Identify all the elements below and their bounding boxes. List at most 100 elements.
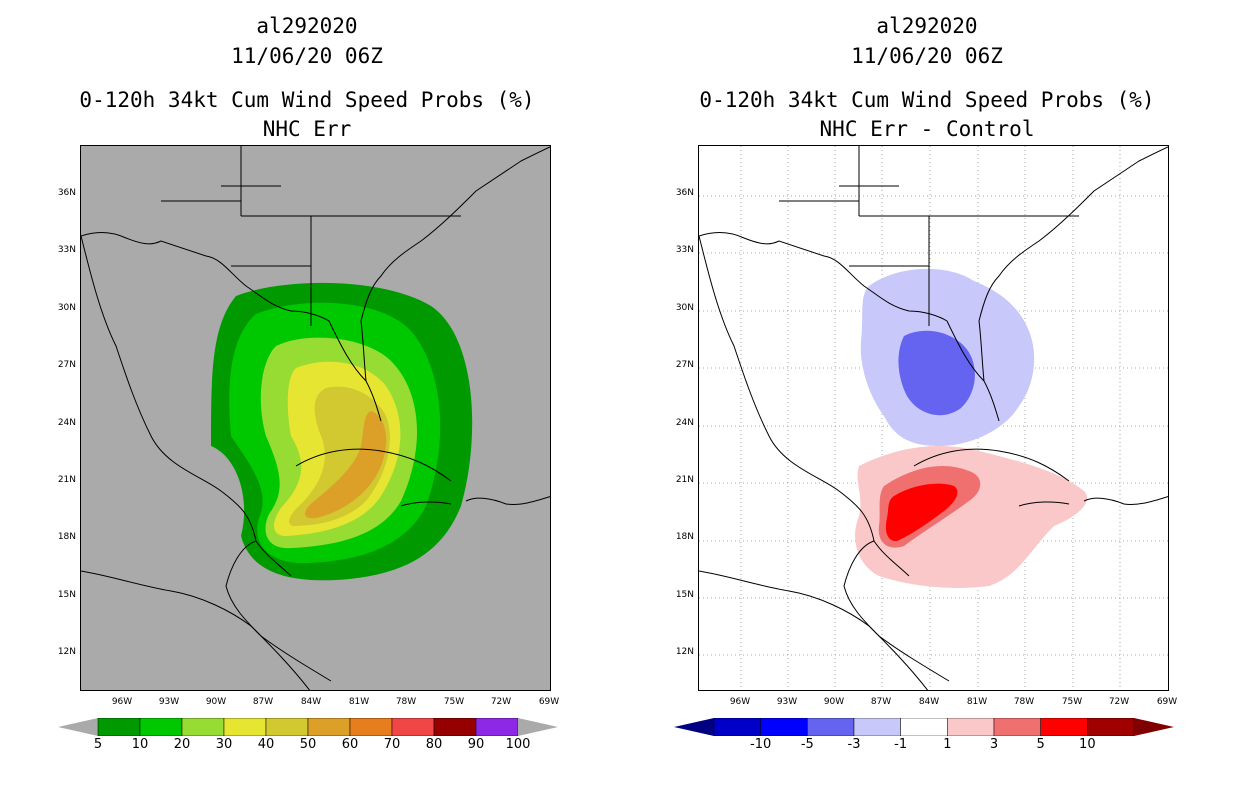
right-lon-label: 69W bbox=[1156, 697, 1178, 707]
pos-5-region bbox=[885, 483, 958, 542]
right-lon-label: 72W bbox=[1108, 697, 1130, 707]
left-colorbar-segment bbox=[223, 718, 267, 736]
left-colorbar-segment bbox=[391, 718, 435, 736]
right-colorbar-segment bbox=[1087, 718, 1135, 736]
left-lon-label: 75W bbox=[443, 697, 465, 707]
left-lat-label: 27N bbox=[57, 360, 76, 370]
right-lon-label: 78W bbox=[1013, 697, 1035, 707]
right-lat-label: 36N bbox=[675, 188, 694, 198]
right-colorbar-segment bbox=[993, 718, 1041, 736]
left-colorbar-label: 5 bbox=[93, 737, 103, 752]
right-colorbar-segment bbox=[807, 718, 855, 736]
right-map-svg bbox=[699, 146, 1168, 690]
left-colorbar bbox=[58, 718, 558, 736]
left-probability-contours bbox=[211, 282, 473, 581]
left-lon-label: 96W bbox=[111, 697, 133, 707]
left-map-svg bbox=[81, 146, 550, 690]
left-colorbar-segment bbox=[181, 718, 225, 736]
left-colorbar-label: 20 bbox=[173, 737, 191, 752]
left-lon-label: 78W bbox=[395, 697, 417, 707]
left-colorbar-left-arrow bbox=[58, 718, 98, 736]
right-lon-label: 90W bbox=[823, 697, 845, 707]
left-colorbar-label: 70 bbox=[383, 737, 401, 752]
left-lat-label: 24N bbox=[57, 418, 76, 428]
right-colorbar-segment bbox=[947, 718, 995, 736]
left-lat-label: 36N bbox=[57, 188, 76, 198]
right-colorbar-label: 3 bbox=[989, 737, 999, 752]
left-colorbar-label: 100 bbox=[505, 737, 531, 752]
left-colorbar-label: 10 bbox=[131, 737, 149, 752]
left-colorbar-right-arrow bbox=[518, 718, 558, 736]
left-lon-label: 72W bbox=[490, 697, 512, 707]
right-datetime: 11/06/20 06Z bbox=[851, 44, 1003, 68]
right-lon-label: 87W bbox=[870, 697, 892, 707]
left-subtitle: NHC Err bbox=[262, 117, 352, 141]
right-difference-contours bbox=[855, 268, 1088, 588]
left-colorbar-segment bbox=[307, 718, 351, 736]
contour-50 bbox=[305, 411, 387, 519]
right-lat-label: 21N bbox=[675, 475, 694, 485]
left-product-title: 0-120h 34kt Cum Wind Speed Probs (%) bbox=[79, 88, 535, 112]
right-colorbar-label: -3 bbox=[847, 737, 861, 752]
left-colorbar-label: 50 bbox=[299, 737, 317, 752]
left-map bbox=[80, 145, 551, 691]
left-colorbar-segment bbox=[475, 718, 519, 736]
right-lon-label: 96W bbox=[729, 697, 751, 707]
right-lon-label: 84W bbox=[918, 697, 940, 707]
left-colorbar-segment bbox=[349, 718, 393, 736]
right-colorbar-label: -1 bbox=[894, 737, 908, 752]
right-storm-id: al292020 bbox=[876, 14, 978, 38]
right-lat-label: 12N bbox=[675, 647, 694, 657]
right-lat-label: 18N bbox=[675, 532, 694, 542]
right-colorbar-segment bbox=[900, 718, 948, 736]
left-lat-label: 18N bbox=[57, 532, 76, 542]
right-lat-label: 27N bbox=[675, 360, 694, 370]
right-colorbar-left-arrow bbox=[674, 718, 714, 736]
left-lon-label: 87W bbox=[252, 697, 274, 707]
left-colorbar-segment bbox=[433, 718, 477, 736]
left-lon-label: 81W bbox=[348, 697, 370, 707]
right-colorbar-label: 5 bbox=[1036, 737, 1045, 752]
left-lon-label: 84W bbox=[300, 697, 322, 707]
neg-3-region bbox=[898, 330, 975, 416]
right-coastlines bbox=[699, 146, 1168, 690]
left-lon-label: 93W bbox=[158, 697, 180, 707]
right-lon-label: 75W bbox=[1061, 697, 1083, 707]
right-colorbar-label: -10 bbox=[750, 737, 772, 752]
left-datetime: 11/06/20 06Z bbox=[231, 44, 383, 68]
right-colorbar-segment bbox=[760, 718, 808, 736]
right-lat-label: 33N bbox=[675, 245, 694, 255]
left-colorbar-label: 90 bbox=[467, 737, 485, 752]
left-colorbar-label: 60 bbox=[341, 737, 359, 752]
right-colorbar-label: 10 bbox=[1079, 737, 1096, 752]
right-lon-label: 81W bbox=[966, 697, 988, 707]
left-storm-id: al292020 bbox=[256, 14, 358, 38]
left-colorbar-segment bbox=[139, 718, 183, 736]
right-colorbar-label: 1 bbox=[943, 737, 952, 752]
left-colorbar-segment bbox=[265, 718, 309, 736]
right-product-title: 0-120h 34kt Cum Wind Speed Probs (%) bbox=[699, 88, 1155, 112]
right-lon-label: 93W bbox=[776, 697, 798, 707]
right-lat-label: 30N bbox=[675, 303, 694, 313]
right-colorbar bbox=[674, 718, 1174, 736]
right-subtitle: NHC Err - Control bbox=[819, 117, 1035, 141]
left-colorbar-label: 30 bbox=[215, 737, 233, 752]
right-colorbar-segment bbox=[1040, 718, 1088, 736]
right-colorbar-label: -5 bbox=[800, 737, 814, 752]
left-lat-label: 21N bbox=[57, 475, 76, 485]
left-lon-label: 69W bbox=[538, 697, 560, 707]
left-colorbar-label: 80 bbox=[425, 737, 443, 752]
left-colorbar-segment bbox=[97, 718, 141, 736]
left-lat-label: 33N bbox=[57, 245, 76, 255]
left-colorbar-label: 40 bbox=[257, 737, 275, 752]
left-lon-label: 90W bbox=[205, 697, 227, 707]
left-lat-label: 12N bbox=[57, 647, 76, 657]
right-lat-label: 15N bbox=[675, 590, 694, 600]
right-lat-label: 24N bbox=[675, 418, 694, 428]
right-colorbar-segment bbox=[713, 718, 761, 736]
left-lat-label: 15N bbox=[57, 590, 76, 600]
left-lat-label: 30N bbox=[57, 303, 76, 313]
right-colorbar-segment bbox=[853, 718, 901, 736]
right-map bbox=[698, 145, 1169, 691]
left-coastlines bbox=[81, 146, 550, 690]
